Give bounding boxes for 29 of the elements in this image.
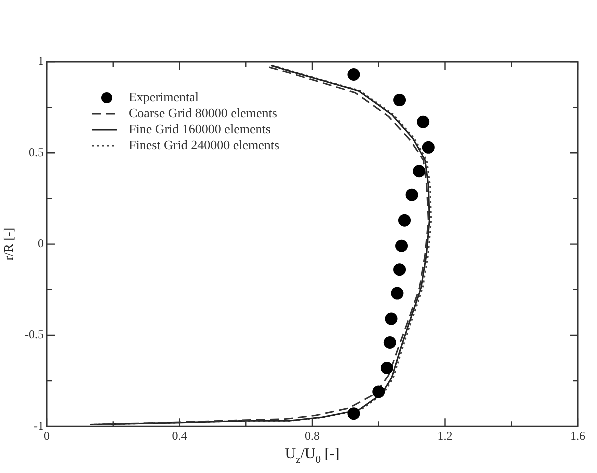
point bbox=[396, 240, 408, 252]
legend-label: Experimental bbox=[128, 89, 200, 104]
y-tick-label: -0.5 bbox=[24, 328, 44, 342]
point bbox=[385, 312, 398, 326]
point bbox=[384, 336, 396, 349]
legend-label: Fine Grid 160000 elements bbox=[128, 121, 271, 136]
y-axis-title: r/R [-] bbox=[0, 228, 16, 261]
y-tick-label: 0.5 bbox=[28, 145, 44, 160]
point bbox=[372, 386, 386, 398]
y-tick-label: 0 bbox=[38, 236, 44, 250]
point bbox=[413, 165, 426, 178]
point bbox=[422, 141, 435, 154]
x-tick-label: 0.4 bbox=[172, 428, 188, 443]
x-tick-label: 1.6 bbox=[570, 428, 586, 443]
y-tick-label: 1 bbox=[38, 54, 44, 68]
point bbox=[380, 362, 394, 375]
point bbox=[398, 214, 412, 227]
x-tick-label: 0.8 bbox=[305, 428, 320, 443]
point bbox=[394, 264, 406, 276]
point bbox=[417, 116, 430, 128]
point bbox=[391, 287, 404, 300]
y-tick-label: -1 bbox=[34, 418, 44, 433]
point bbox=[394, 94, 406, 107]
point bbox=[406, 188, 418, 202]
point bbox=[348, 408, 360, 420]
point bbox=[348, 68, 360, 82]
legend-label: Finest Grid 240000 elements bbox=[128, 137, 280, 152]
x-tick-label: 1.2 bbox=[438, 428, 453, 443]
legend-label: Coarse Grid 80000 elements bbox=[128, 105, 278, 120]
